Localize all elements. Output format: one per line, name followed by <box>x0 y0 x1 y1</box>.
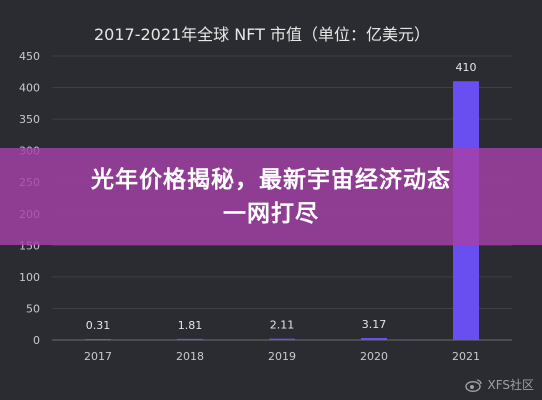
bar-value-label: 3.17 <box>362 318 387 331</box>
x-tick-label: 2018 <box>176 350 204 363</box>
y-tick-label: 50 <box>26 302 40 315</box>
x-tick-label: 2017 <box>84 350 112 363</box>
y-tick-label: 350 <box>19 113 40 126</box>
headline-line-2: 一网打尽 <box>223 200 319 227</box>
bar-value-label: 1.81 <box>178 319 203 332</box>
x-axis-ticks: 2017 2018 2019 2020 2021 <box>84 350 480 363</box>
bar-value-label: 2.11 <box>270 319 295 332</box>
x-tick-label: 2021 <box>452 350 480 363</box>
weibo-icon <box>465 378 483 392</box>
headline-banner: 光年价格揭秘，最新宇宙经济动态 一网打尽 <box>0 148 542 245</box>
y-tick-label: 100 <box>19 271 40 284</box>
bar-2019 <box>269 338 295 340</box>
y-tick-label: 0 <box>33 334 40 347</box>
bar-2020 <box>361 337 387 340</box>
y-tick-label: 450 <box>19 50 40 63</box>
x-tick-label: 2019 <box>268 350 296 363</box>
x-tick-label: 2020 <box>360 350 388 363</box>
bar-2017 <box>85 339 111 340</box>
chart-title: 2017-2021年全球 NFT 市值（单位：亿美元） <box>94 25 430 44</box>
bar-value-label: 0.31 <box>86 319 111 332</box>
watermark-text: XFS社区 <box>487 378 534 392</box>
headline-line-1: 光年价格揭秘，最新宇宙经济动态 <box>91 166 451 193</box>
y-tick-label: 400 <box>19 82 40 95</box>
watermark: XFS社区 <box>465 376 534 393</box>
bar-2018 <box>177 338 203 340</box>
bar-value-label: 410 <box>456 61 477 74</box>
